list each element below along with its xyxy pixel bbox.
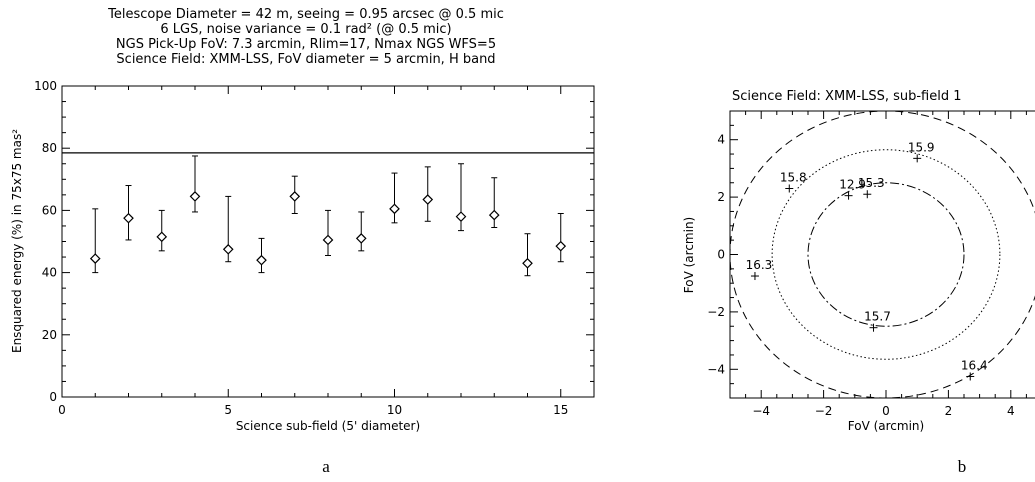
chart-a-data-point [389, 203, 400, 215]
chart-a-data-point [89, 253, 101, 264]
chart-a-y-tick-label: 40 [42, 266, 57, 280]
chart-a-data-point [189, 191, 201, 202]
chart-b-y-tick-label: 2 [717, 190, 725, 204]
chart-a-data-point [256, 254, 267, 266]
chart-a-data-point [322, 234, 334, 246]
chart-a-data-point [522, 257, 533, 269]
chart-a-x-tick-label: 15 [553, 403, 568, 417]
chart-a-data-point [455, 211, 467, 222]
chart-a-ticks: 0 5 10 15 0 20 40 60 80 100 [34, 79, 595, 417]
chart-b-x-tick-label: 0 [882, 404, 890, 418]
chart-b-y-tick-label: −2 [707, 305, 725, 319]
chart-a-x-tick-label: 5 [224, 403, 232, 417]
chart-b-stars: 15.9 15.8 12.915.3 16.3 15.7 16.4 [746, 140, 988, 381]
caption-a: a [322, 457, 330, 476]
chart-a-title-line-2: 6 LGS, noise variance = 0.1 rad² (@ 0.5 … [160, 22, 451, 37]
chart-a-data-point [222, 243, 234, 255]
chart-b-x-tick-label: −2 [815, 404, 833, 418]
chart-b-y-axis-label: FoV (arcmin) [682, 217, 696, 293]
chart-a-x-tick-label: 0 [58, 403, 66, 417]
chart-a-data-point [289, 191, 301, 202]
chart-a-data-point [355, 233, 367, 244]
chart-b-y-tick-label: 0 [717, 248, 725, 262]
caption-b: b [958, 457, 967, 476]
chart-b-circle-dotted [771, 149, 1001, 360]
chart-a-y-tick-label: 0 [49, 390, 57, 404]
chart-a-x-tick-label: 10 [387, 403, 402, 417]
chart-a-data-point [422, 194, 434, 205]
chart-a-data-point [156, 231, 168, 243]
chart-b-star-label: 16.3 [746, 258, 773, 272]
chart-b-star-label: 12.9 [839, 178, 866, 192]
chart-a-title-line-3: NGS Pick-Up FoV: 7.3 arcmin, Rlim=17, Nm… [116, 37, 496, 52]
chart-a-y-tick-label: 80 [42, 141, 57, 155]
chart-b-ticks: −4 −2 0 2 4 −4 −2 0 2 4 [707, 110, 1027, 418]
chart-a-data-point [488, 209, 500, 221]
chart-b-star-label: 15.7 [864, 310, 891, 324]
chart-a-y-tick-label: 20 [42, 328, 57, 342]
chart-a-title-line-1: Telescope Diameter = 42 m, seeing = 0.95… [107, 7, 504, 22]
chart-b-star-label: 15.8 [780, 170, 807, 184]
chart-a-title-line-4: Science Field: XMM-LSS, FoV diameter = 5… [116, 52, 495, 67]
chart-b-circle-dash-dot [807, 182, 965, 327]
ensquared-energy-chart: Telescope Diameter = 42 m, seeing = 0.95… [10, 7, 595, 476]
chart-a-x-axis-label: Science sub-field (5' diameter) [236, 419, 420, 433]
chart-b-star-label: 15.9 [908, 140, 935, 154]
chart-a-y-tick-label: 100 [34, 79, 57, 93]
chart-a-y-tick-label: 60 [42, 203, 57, 217]
chart-a-y-axis-label: Ensquared energy (%) in 75x75 mas² [10, 129, 24, 353]
chart-b-plot-frame [729, 110, 1035, 399]
chart-b-circle-dashed [729, 110, 1035, 399]
chart-a-marks [89, 155, 567, 277]
chart-a-data-point [555, 240, 567, 252]
chart-b-x-tick-label: −4 [752, 404, 770, 418]
chart-b-star-label: 16.4 [961, 358, 988, 372]
chart-a-data-point [123, 212, 134, 224]
chart-b-x-tick-label: 2 [945, 404, 953, 418]
star-field-chart: Science Field: XMM-LSS, sub-field 1 −4 −2… [682, 89, 1035, 476]
chart-b-y-tick-label: −4 [707, 362, 725, 376]
chart-b-x-axis-label: FoV (arcmin) [848, 419, 924, 433]
chart-b-x-tick-label: 4 [1007, 404, 1015, 418]
chart-b-star-label: 15.3 [858, 176, 885, 190]
chart-b-circles [729, 110, 1035, 399]
chart-b-y-tick-label: 4 [717, 133, 725, 147]
chart-b-title: Science Field: XMM-LSS, sub-field 1 [732, 89, 962, 104]
